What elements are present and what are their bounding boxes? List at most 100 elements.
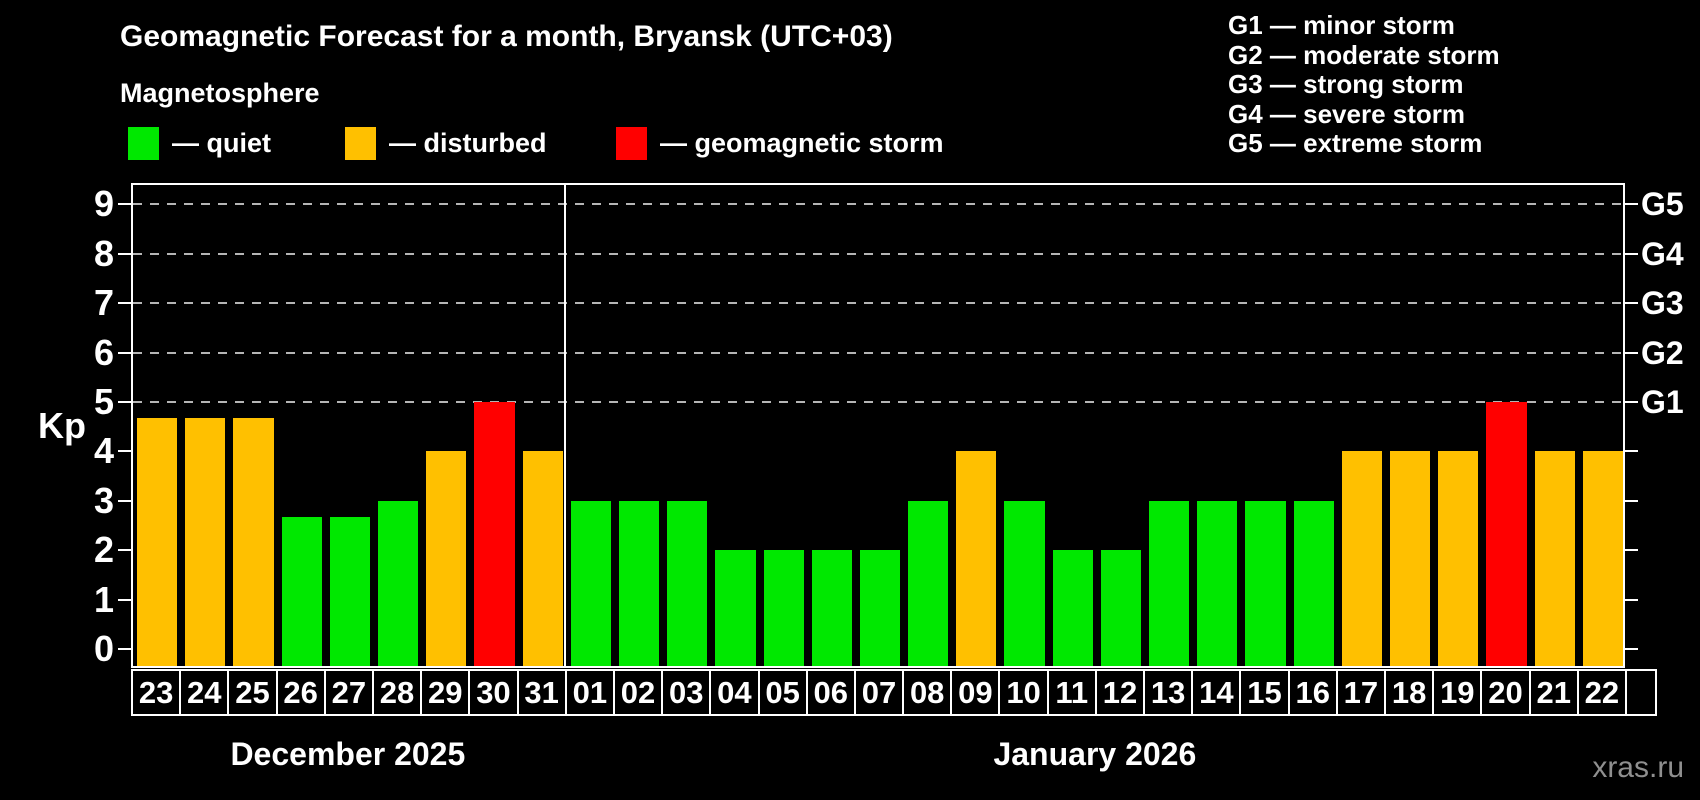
date-cell-jan-03: 03 bbox=[661, 669, 712, 716]
kp-bar-dec-28 bbox=[377, 500, 419, 666]
date-cell-dec-26: 26 bbox=[275, 669, 326, 716]
legend-swatch-quiet bbox=[128, 126, 159, 160]
kp-bar-jan-02 bbox=[618, 500, 660, 666]
right-axis-tick bbox=[1625, 401, 1638, 403]
date-cell-jan-08: 08 bbox=[902, 669, 953, 716]
y-axis-tick-label: 6 bbox=[93, 331, 114, 373]
kp-bar-jan-10 bbox=[1004, 500, 1045, 666]
right-axis-tick bbox=[1625, 499, 1638, 502]
left-axis-tick bbox=[118, 598, 131, 601]
right-axis-tick bbox=[1625, 648, 1638, 650]
legend-label-quiet: — quiet bbox=[172, 127, 271, 158]
left-axis-tick bbox=[118, 401, 131, 403]
date-cell-jan-02: 02 bbox=[612, 669, 664, 716]
page-title: Geomagnetic Forecast for a month, Bryans… bbox=[120, 20, 893, 53]
date-cell-jan-15: 15 bbox=[1239, 669, 1290, 716]
right-axis-tick bbox=[1625, 302, 1638, 305]
legend-swatch-storm bbox=[616, 126, 647, 160]
legend-label-storm: — geomagnetic storm bbox=[660, 127, 944, 158]
date-cell-jan-18: 18 bbox=[1384, 669, 1435, 716]
date-cell-jan-19: 19 bbox=[1432, 669, 1483, 716]
date-cell-jan-04: 04 bbox=[709, 669, 760, 716]
left-axis-tick bbox=[118, 302, 131, 305]
y-axis-tick-label: 7 bbox=[93, 282, 114, 324]
subtitle-magnetosphere: Magnetosphere bbox=[120, 78, 320, 108]
y-axis-tick-label: 2 bbox=[93, 529, 114, 571]
date-cell-jan-14: 14 bbox=[1191, 669, 1242, 716]
kp-bar-jan-04 bbox=[715, 550, 756, 666]
left-axis-tick bbox=[118, 648, 131, 650]
date-cell-jan-10: 10 bbox=[998, 669, 1049, 716]
left-axis-tick bbox=[118, 252, 131, 255]
right-axis-label-g3: G3 bbox=[1641, 285, 1684, 322]
g-scale-legend-item: G4 — severe storm bbox=[1228, 98, 1466, 129]
right-axis-tick bbox=[1625, 351, 1638, 354]
kp-bar-jan-01 bbox=[570, 500, 611, 666]
y-axis-label: Kp bbox=[38, 405, 86, 446]
left-axis-tick bbox=[118, 499, 131, 502]
kp-bar-jan-11 bbox=[1052, 550, 1093, 666]
date-cell-jan-05: 05 bbox=[757, 669, 808, 716]
kp-bar-jan-14 bbox=[1197, 500, 1238, 666]
left-axis-tick bbox=[118, 203, 131, 206]
kp-bar-jan-09 bbox=[956, 451, 997, 666]
date-cell-empty bbox=[1625, 669, 1657, 716]
kp-bar-jan-17 bbox=[1341, 451, 1383, 666]
g-scale-legend-item: G1 — minor storm bbox=[1228, 10, 1455, 40]
kp-bar-jan-13 bbox=[1149, 500, 1190, 666]
date-cell-jan-12: 12 bbox=[1094, 669, 1146, 716]
g-scale-legend-item: G5 — extreme storm bbox=[1228, 128, 1483, 158]
legend-label-disturbed: — disturbed bbox=[389, 127, 547, 158]
date-cell-jan-17: 17 bbox=[1335, 669, 1387, 716]
date-cell-dec-25: 25 bbox=[227, 669, 278, 716]
right-axis-tick bbox=[1625, 252, 1638, 255]
date-cell-jan-21: 21 bbox=[1528, 669, 1579, 716]
kp-bar-dec-24 bbox=[185, 418, 226, 666]
date-cell-jan-20: 20 bbox=[1480, 669, 1531, 716]
gridline-kp6 bbox=[133, 351, 1623, 354]
legend-item-quiet: — quiet bbox=[128, 126, 271, 160]
date-cell-jan-16: 16 bbox=[1287, 669, 1338, 716]
legend-item-disturbed: — disturbed bbox=[345, 126, 547, 160]
y-axis-tick-label: 1 bbox=[93, 578, 114, 620]
kp-bar-dec-29 bbox=[426, 451, 467, 666]
kp-bar-dec-31 bbox=[522, 451, 563, 666]
watermark: xras.ru bbox=[1592, 751, 1684, 784]
date-cell-dec-29: 29 bbox=[420, 669, 471, 716]
date-cell-dec-31: 31 bbox=[516, 669, 567, 716]
month-label: December 2025 bbox=[230, 736, 466, 772]
y-axis-tick-label: 0 bbox=[93, 628, 114, 669]
right-axis-label-g1: G1 bbox=[1641, 384, 1684, 420]
g-scale-legend-item: G3 — strong storm bbox=[1228, 69, 1464, 99]
kp-bar-jan-19 bbox=[1438, 451, 1479, 666]
date-cell-jan-22: 22 bbox=[1576, 669, 1627, 716]
kp-bar-jan-06 bbox=[811, 550, 852, 666]
left-axis-tick bbox=[118, 549, 131, 552]
kp-bar-jan-16 bbox=[1293, 500, 1334, 666]
g-scale-legend-item: G2 — moderate storm bbox=[1228, 39, 1500, 70]
kp-bar-jan-12 bbox=[1100, 550, 1142, 666]
date-cell-jan-11: 11 bbox=[1046, 669, 1097, 716]
gridline-kp7 bbox=[133, 302, 1623, 305]
y-axis-tick-label: 4 bbox=[93, 430, 114, 472]
right-axis-tick bbox=[1625, 549, 1638, 552]
legend-swatch-disturbed bbox=[345, 126, 376, 160]
date-cell-jan-06: 06 bbox=[805, 669, 856, 716]
kp-bar-jan-08 bbox=[908, 500, 949, 666]
kp-bar-jan-03 bbox=[667, 500, 708, 666]
date-cell-jan-01: 01 bbox=[564, 669, 615, 716]
kp-bar-jan-15 bbox=[1245, 500, 1286, 666]
y-axis-tick-label: 9 bbox=[93, 183, 114, 225]
right-axis-tick bbox=[1625, 598, 1638, 601]
g-scale-legend: G1 — minor storm G2 — moderate storm G3 — … bbox=[1228, 10, 1500, 159]
date-cell-jan-09: 09 bbox=[950, 669, 1001, 716]
date-cell-dec-27: 27 bbox=[323, 669, 374, 716]
right-axis-label-g4: G4 bbox=[1641, 235, 1684, 272]
y-axis-tick-label: 3 bbox=[93, 479, 114, 521]
left-axis-tick bbox=[118, 351, 131, 354]
month-label: January 2026 bbox=[993, 736, 1197, 772]
right-axis-label-g5: G5 bbox=[1641, 186, 1684, 223]
gridline-kp9 bbox=[133, 203, 1623, 206]
right-axis-tick bbox=[1625, 450, 1638, 453]
